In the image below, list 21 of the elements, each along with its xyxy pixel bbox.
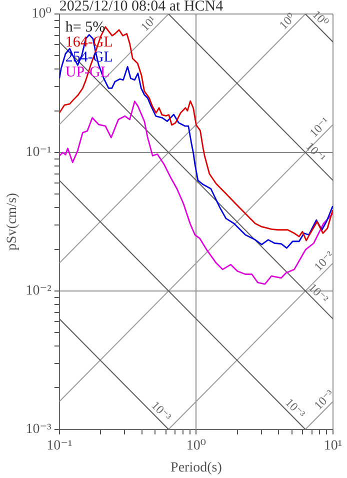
annotation: 10⁻² bbox=[311, 248, 337, 274]
y-tick-label: 10⁰ bbox=[32, 6, 52, 22]
annotation: 10⁻¹ bbox=[306, 114, 332, 140]
legend-title: h= 5% bbox=[65, 19, 106, 36]
annotation: 10⁻³ bbox=[282, 395, 308, 422]
annotation: 10⁻³ bbox=[148, 398, 174, 424]
x-axis-title: Period(s) bbox=[170, 460, 222, 476]
annotation: 10⁻¹ bbox=[303, 139, 329, 165]
x-tick-label: 10¹ bbox=[324, 438, 342, 454]
y-tick-label: 10⁻³ bbox=[26, 422, 52, 438]
y-axis-title: pSv(cm/s) bbox=[5, 192, 20, 250]
x-tick-label: 10⁰ bbox=[186, 438, 206, 454]
annotation: 10⁰ bbox=[310, 7, 332, 30]
x-tick-label: 10⁻¹ bbox=[46, 438, 72, 454]
annotation: 10⁰ bbox=[276, 10, 298, 32]
annotation: 10⁻³ bbox=[311, 386, 337, 412]
chart-title: 2025/12/10 08:04 at HCN4 bbox=[59, 0, 224, 14]
y-tick-label: 10⁻¹ bbox=[26, 145, 52, 160]
y-tick-label: 10⁻² bbox=[26, 284, 52, 299]
annotation: 10¹ bbox=[138, 12, 159, 34]
annotation: 10⁻² bbox=[306, 280, 332, 306]
